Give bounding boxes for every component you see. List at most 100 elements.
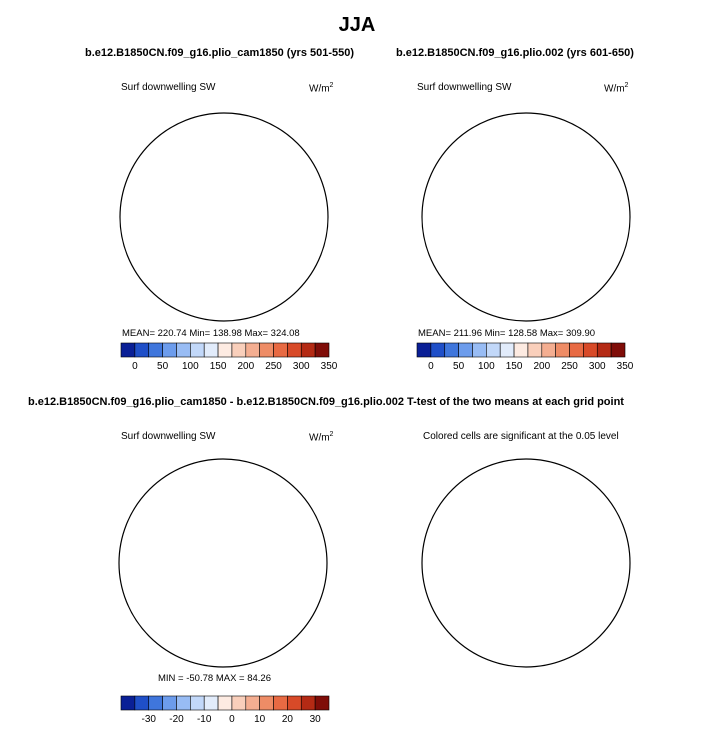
panel-4-not-significant-band-1 <box>428 603 587 645</box>
panel-3-coastline-0 <box>161 509 222 598</box>
panel-1-colorbar-tick-label: 350 <box>321 361 338 372</box>
panel-3-field-region-4 <box>159 559 227 627</box>
panel-3-variable-label: Surf downwelling SW <box>121 431 216 442</box>
panel-2-colorbar-tick-label: 200 <box>533 361 550 372</box>
panel-1-map-border <box>119 112 329 322</box>
panel-3-colorbar: -30 -20 -10 0 10 20 30 <box>120 695 330 725</box>
panel-1-stats: MEAN= 220.74 Min= 138.98 Max= 324.08 <box>122 328 300 339</box>
panel-2-colorbar-swatch-6 <box>499 342 515 358</box>
panel-2-coastline-3 <box>556 155 602 269</box>
panel-1-colorbar-swatch-3 <box>162 342 177 358</box>
panel-2-stats: MEAN= 211.96 Min= 128.58 Max= 309.90 <box>418 328 596 339</box>
panel-1-colorbar-tick-label: 50 <box>157 361 169 372</box>
panel-2-colorbar-tick-label: 150 <box>506 361 523 372</box>
panel-1-coastline-2 <box>206 278 240 310</box>
panel-2-map <box>409 105 632 323</box>
panel-1-colorbar-swatch-0 <box>120 342 136 358</box>
panel-1-colorbar-tick-label: 300 <box>293 361 310 372</box>
panel-3-map-border <box>118 458 328 668</box>
panel-3-colorbar-swatch-4 <box>176 695 191 711</box>
panel-1-units: W/m2 <box>309 82 334 95</box>
panel-3-map <box>117 453 332 667</box>
panel-2-coastline-4 <box>550 140 589 167</box>
panel-2-coastline-0 <box>464 163 525 252</box>
panel-1-colorbar: 0 50 100 150 200 250 300 350 <box>120 342 338 372</box>
panel-1-field-region-2 <box>102 132 186 242</box>
panel-3-coastline-2 <box>205 624 239 656</box>
panel-3-colorbar-swatch-5 <box>190 695 205 711</box>
panel-3-field-region-7 <box>304 493 332 573</box>
panel-3-colorbar-swatch-11 <box>273 695 288 711</box>
panel-4-coastline-4 <box>550 486 589 513</box>
panel-3-coastline-6 <box>229 594 249 616</box>
panel-2-field-region-8 <box>506 291 586 323</box>
panel-1-variable-label: Surf downwelling SW <box>121 82 216 93</box>
panel-1-colorbar-tick-label: 100 <box>182 361 199 372</box>
panel-3-colorbar-swatch-12 <box>287 695 302 711</box>
panel-3-field-region-9 <box>183 623 243 663</box>
panel-3-field-region-1 <box>213 454 293 482</box>
panel-1-colorbar-swatch-8 <box>231 342 247 358</box>
panel-3-colorbar-tick-label: -30 <box>142 714 157 725</box>
panel-2-colorbar-swatch-4 <box>472 342 487 358</box>
panel-2-field-region-1 <box>554 120 627 183</box>
panel-1-field-region-0 <box>154 107 294 167</box>
panel-3-colorbar-tick-label: 0 <box>229 714 235 725</box>
panel-1-colorbar-swatch-12 <box>287 342 302 358</box>
panel-1-colorbar-swatch-13 <box>300 342 316 358</box>
panel-2-colorbar-swatch-2 <box>444 342 459 358</box>
panel-2-coastline-1 <box>432 224 478 269</box>
panel-3-colorbar-tick-label: -20 <box>169 714 184 725</box>
panel-1-coastline-1 <box>130 224 176 269</box>
panel-3-units: W/m2 <box>309 431 334 444</box>
panel-1-colorbar-tick-label: 250 <box>265 361 282 372</box>
panel-1-field-region-5 <box>234 177 294 237</box>
panel-1-colorbar-swatch-7 <box>217 342 233 358</box>
panel-1-title: b.e12.B1850CN.f09_g16.plio_cam1850 (yrs … <box>85 47 355 59</box>
panel-2-colorbar-tick-label: 100 <box>478 361 495 372</box>
panel-1-field-region-1 <box>259 116 329 177</box>
panel-3-field-region-8 <box>123 593 203 653</box>
panel-3-colorbar-swatch-2 <box>148 695 163 711</box>
panel-1-colorbar-tick-label: 150 <box>210 361 227 372</box>
panel-3-colorbar-swatch-9 <box>245 695 260 711</box>
panel-2-coastline-5 <box>486 144 518 151</box>
panel-4-map-border <box>421 458 631 668</box>
panel-1-colorbar-swatch-2 <box>148 342 163 358</box>
panel-2-colorbar-tick-label: 300 <box>589 361 606 372</box>
panel-1-field-region-3 <box>170 193 258 261</box>
panel-2-field-background <box>422 113 630 321</box>
panel-1-field-region-7 <box>269 197 329 297</box>
panel-4-significant-area <box>422 459 630 667</box>
panel-2-field-region-5 <box>546 157 626 297</box>
panel-2-colorbar: 0 50 100 150 200 250 300 350 <box>416 342 634 372</box>
panel-3-colorbar-tick-label: 20 <box>282 714 294 725</box>
panel-3-colorbar-swatch-6 <box>203 695 219 711</box>
panel-4-map <box>422 459 630 667</box>
colorbars-layer: 0 50 100 150 200 250 300 350 0 50 100 150 200 250 300 3… <box>120 342 634 725</box>
panel-2-colorbar-swatch-11 <box>569 342 584 358</box>
panel-1-coastline-3 <box>254 155 300 269</box>
panel-3-colorbar-swatch-13 <box>300 695 316 711</box>
panel-3-field-background <box>119 459 327 667</box>
panel-1-colorbar-swatch-1 <box>134 342 150 358</box>
panel-3-field-region-10 <box>233 627 293 659</box>
panel-3-colorbar-tick-label: 10 <box>254 714 266 725</box>
panel-3-colorbar-swatch-8 <box>231 695 247 711</box>
panel-3-coastline-3 <box>253 501 299 615</box>
panel-3-colorbar-swatch-10 <box>259 695 274 711</box>
panel-2-map-border <box>421 112 631 322</box>
panel-2-colorbar-swatch-13 <box>596 342 612 358</box>
panel-1-coastline-5 <box>184 144 216 151</box>
panel-2-field-region-4 <box>479 218 514 260</box>
panel-3-field-region-2 <box>117 473 169 573</box>
panel-4-note: Colored cells are significant at the 0.0… <box>423 431 619 442</box>
panel-4-coastline-3 <box>556 501 602 615</box>
panel-2-colorbar-swatch-10 <box>555 342 570 358</box>
panel-3-title: b.e12.B1850CN.f09_g16.plio_cam1850 - b.e… <box>28 396 405 408</box>
panel-1-field-region-6 <box>218 235 255 291</box>
panel-2-variable-label: Surf downwelling SW <box>417 82 512 93</box>
panel-4-coastline-5 <box>486 490 518 497</box>
panel-2-colorbar-swatch-14 <box>610 342 626 358</box>
panel-1-coastline-6 <box>230 248 250 270</box>
